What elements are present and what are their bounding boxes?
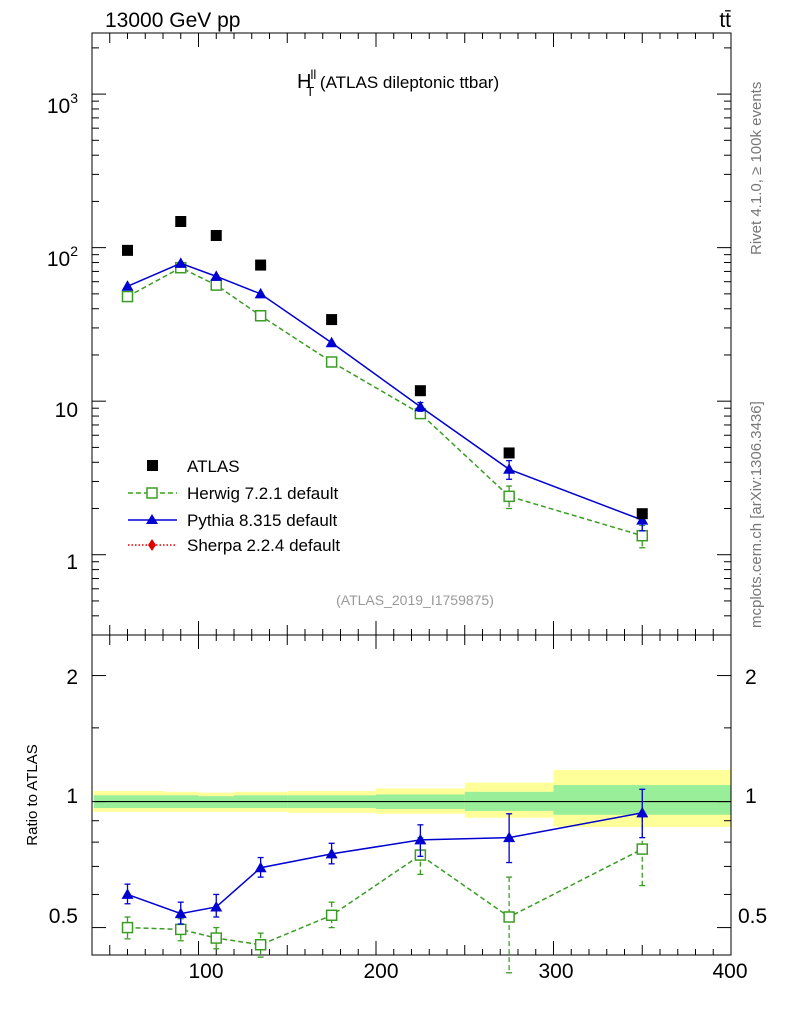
main-point-pythia: [254, 287, 267, 299]
legend-marker-herwig: [146, 487, 158, 499]
ytick-label-1: 1: [66, 551, 78, 574]
ratio-point-pythia: [121, 888, 134, 899]
analysis-id-watermark: (ATLAS_2019_I1759875): [336, 592, 494, 608]
main-point-atlas: [326, 314, 338, 326]
plot-title: Hll T (ATLAS dileptonic ttbar): [297, 67, 499, 99]
ytick-label-100: 102: [47, 243, 78, 271]
ratio-ytick-label-0-5: 0.5: [49, 905, 78, 928]
ytick-label-10: 10: [55, 399, 78, 422]
main-point-pythia: [121, 280, 134, 291]
main-point-pythia: [325, 336, 338, 348]
main-point-herwig: [325, 356, 338, 368]
ratio-point-herwig: [175, 923, 187, 936]
ratio-point-herwig: [503, 911, 515, 923]
main-point-herwig: [121, 290, 134, 303]
energy-label: 13000 GeV pp: [105, 9, 240, 32]
xtick-label-300: 300: [538, 960, 573, 983]
main-point-herwig: [503, 490, 515, 503]
main-point-atlas: [255, 259, 267, 271]
main-point-atlas: [210, 229, 222, 241]
ratio-point-pythia: [503, 831, 516, 843]
legend-entry-herwig: Herwig 7.2.1 default: [128, 484, 338, 503]
process-label: tt̄: [719, 9, 731, 32]
ratio-point-herwig: [254, 938, 267, 951]
main-point-herwig: [636, 529, 648, 542]
main-point-atlas: [503, 447, 515, 459]
legend-marker-sherpa: [148, 539, 156, 551]
ratio-point-pythia: [174, 907, 187, 919]
legend-marker-pythia: [146, 514, 158, 524]
ratio-point-pythia: [210, 900, 223, 912]
main-point-herwig: [254, 310, 267, 322]
main-line-herwig: [127, 266, 643, 537]
ratio-line-herwig: [127, 848, 643, 946]
main-point-pythia: [636, 514, 649, 525]
ratio-point-pythia: [636, 806, 649, 818]
ratio-point-pythia: [254, 861, 267, 873]
ratio-ytick-label-right-2: 2: [745, 666, 757, 689]
legend-label-herwig: Herwig 7.2.1 default: [187, 484, 338, 503]
legend-entry-sherpa: Sherpa 2.2.4 default: [128, 536, 340, 555]
main-point-pythia: [414, 400, 427, 412]
xtick-label-400: 400: [712, 960, 747, 983]
ratio-point-herwig: [121, 921, 134, 934]
x-tick-labels: 100 200 300 400: [188, 960, 747, 983]
ratio-ytick-label-2: 2: [66, 666, 78, 689]
mcplots-label: mcplots.cern.ch [arXiv:1306.3436]: [748, 401, 765, 628]
main-series-layer: [121, 215, 649, 549]
main-point-atlas: [414, 385, 426, 397]
ratio-ytick-label-1: 1: [66, 785, 78, 808]
ratio-point-herwig: [210, 932, 222, 944]
ratio-point-herwig: [325, 909, 338, 922]
ratio-point-herwig: [636, 843, 648, 855]
ratio-series-layer: [121, 788, 649, 974]
main-point-atlas: [636, 508, 648, 520]
ratio-line-pythia: [127, 812, 643, 915]
main-y-tick-labels: 103 102 10 1: [47, 90, 78, 574]
ytick-label-1000: 103: [47, 90, 78, 118]
main-point-atlas: [175, 215, 187, 227]
ratio-ylabel: Ratio to ATLAS: [24, 744, 41, 845]
ratio-ytick-label-right-1: 1: [745, 785, 757, 808]
legend-label-pythia: Pythia 8.315 default: [187, 511, 338, 530]
ratio-point-pythia: [414, 833, 427, 845]
xtick-label-100: 100: [188, 960, 223, 983]
ratio-point-pythia: [325, 847, 338, 859]
ratio-uncertainty-bands: [93, 769, 731, 827]
legend-label-sherpa: Sherpa 2.2.4 default: [187, 536, 340, 555]
main-point-pythia: [210, 270, 223, 281]
main-point-pythia: [174, 257, 187, 268]
ratio-y-ticks: [92, 634, 731, 929]
legend-label-atlas: ATLAS: [187, 457, 240, 476]
ratio-ytick-label-right-0-5: 0.5: [738, 905, 767, 928]
main-point-atlas: [122, 244, 133, 256]
main-point-pythia: [503, 463, 516, 474]
main-point-herwig: [210, 279, 222, 291]
legend-entry-atlas: ATLAS: [147, 457, 240, 476]
ratio-y-tick-labels: 2 1 0.5 2 1 0.5: [49, 666, 767, 928]
main-y-ticks: [92, 47, 731, 636]
xtick-label-200: 200: [363, 960, 398, 983]
legend: ATLAS Herwig 7.2.1 default Pythia 8.315 …: [128, 457, 340, 555]
legend-entry-pythia: Pythia 8.315 default: [128, 511, 338, 530]
main-line-pythia: [127, 262, 643, 521]
x-ticks: [109, 33, 732, 955]
rivet-version-label: Rivet 4.1.0, ≥ 100k events: [748, 82, 765, 255]
legend-marker-atlas: [147, 460, 158, 471]
